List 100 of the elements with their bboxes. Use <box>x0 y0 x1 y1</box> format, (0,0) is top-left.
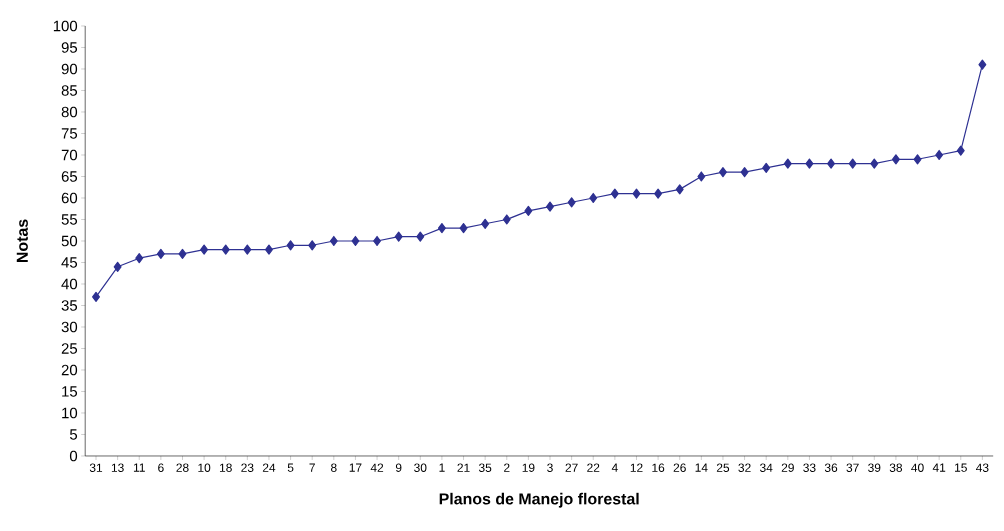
point <box>783 158 792 169</box>
point <box>394 231 403 242</box>
x-tick-label: 43 <box>976 463 989 472</box>
x-tick-label: 11 <box>133 463 145 472</box>
y-tick-label: 20 <box>61 364 78 376</box>
point <box>632 188 641 199</box>
x-tick-label: 35 <box>478 463 492 472</box>
point <box>546 201 554 212</box>
y-tick-label: 85 <box>61 85 78 96</box>
y-tick-label: 45 <box>61 257 78 268</box>
point <box>481 218 490 229</box>
x-tick-label: 19 <box>522 463 535 472</box>
x-tick-label: 40 <box>911 463 924 472</box>
x-tick-label: 8 <box>331 463 337 472</box>
x-tick-label: 31 <box>89 463 103 472</box>
point <box>848 158 857 169</box>
point <box>264 244 273 255</box>
x-tick-label: 22 <box>587 463 600 472</box>
x-tick-label: 1 <box>439 463 445 472</box>
y-tick-label: 50 <box>61 235 78 247</box>
y-tick-label: 65 <box>61 171 78 182</box>
x-tick-label: 38 <box>889 463 903 472</box>
y-tick-label: 35 <box>61 300 78 311</box>
point <box>178 248 187 259</box>
x-tick-label: 36 <box>824 463 838 472</box>
x-tick-label: 6 <box>158 463 164 472</box>
point <box>697 171 706 182</box>
point <box>718 167 727 178</box>
y-tick-label: 90 <box>61 63 78 75</box>
x-tick-label: 9 <box>395 463 402 472</box>
x-tick-label: 28 <box>176 463 189 472</box>
y-tick-label: 30 <box>61 321 78 333</box>
x-tick-label: 27 <box>565 463 578 472</box>
point <box>416 231 425 242</box>
x-tick-label: 34 <box>760 463 773 472</box>
x-tick-label: 24 <box>262 463 276 472</box>
x-tick-label: 3 <box>547 463 553 472</box>
point <box>524 205 533 216</box>
point <box>762 162 771 173</box>
point <box>373 235 382 247</box>
point <box>610 188 619 199</box>
point <box>502 214 511 225</box>
y-tick-label: 75 <box>61 128 78 139</box>
y-tick-label: 70 <box>61 149 78 161</box>
point <box>956 145 965 156</box>
y-tick-label: 25 <box>61 343 78 354</box>
point <box>437 222 446 234</box>
x-tick-label: 25 <box>716 463 730 472</box>
x-tick-label: 33 <box>803 463 816 472</box>
y-tick-label: 5 <box>69 429 78 440</box>
y-tick-label: 100 <box>53 20 78 32</box>
point <box>891 154 900 165</box>
x-tick-label: 16 <box>652 463 665 472</box>
x-tick-label: 17 <box>349 463 362 472</box>
point <box>805 158 814 169</box>
x-tick-label: 2 <box>504 463 510 472</box>
y-tick-label: 0 <box>69 450 78 462</box>
point <box>200 244 209 255</box>
x-tick-label: 10 <box>198 463 211 472</box>
x-tick-label: 4 <box>611 463 618 472</box>
x-tick-label: 13 <box>111 463 124 472</box>
y-tick-label: 80 <box>61 106 78 118</box>
point <box>567 197 576 208</box>
point <box>308 240 317 251</box>
x-tick-label: 18 <box>219 463 232 472</box>
point <box>92 291 100 302</box>
x-tick-label: 15 <box>955 463 967 472</box>
point <box>870 158 879 169</box>
point <box>654 188 663 199</box>
point <box>135 253 144 264</box>
point <box>156 248 165 259</box>
x-tick-label: 23 <box>241 463 254 472</box>
x-tick-label: 41 <box>932 463 946 472</box>
point <box>243 244 252 255</box>
x-tick-label: 32 <box>738 463 751 472</box>
point <box>221 244 230 255</box>
x-tick-label: 30 <box>414 463 427 472</box>
x-axis-title: Planos de Manejo florestal <box>439 492 639 508</box>
x-tick-label: 14 <box>695 463 708 472</box>
x-tick-label: 42 <box>370 463 384 472</box>
point <box>329 235 338 247</box>
point <box>589 192 598 204</box>
point <box>459 222 468 234</box>
x-tick-label: 39 <box>868 463 881 472</box>
y-tick-label: 95 <box>61 42 78 53</box>
point <box>935 149 944 161</box>
point <box>286 240 295 251</box>
y-tick-label: 60 <box>61 192 78 204</box>
x-tick-label: 5 <box>287 463 294 472</box>
y-tick-label: 10 <box>62 407 78 419</box>
point <box>351 235 360 247</box>
point <box>827 158 836 169</box>
x-tick-label: 7 <box>309 463 315 472</box>
y-tick-label: 55 <box>61 214 78 225</box>
x-tick-label: 26 <box>673 463 686 472</box>
y-axis-title: Notas <box>16 219 28 263</box>
point <box>740 167 749 178</box>
point <box>978 59 987 70</box>
y-tick-label: 15 <box>62 386 78 397</box>
x-tick-label: 21 <box>457 463 470 472</box>
